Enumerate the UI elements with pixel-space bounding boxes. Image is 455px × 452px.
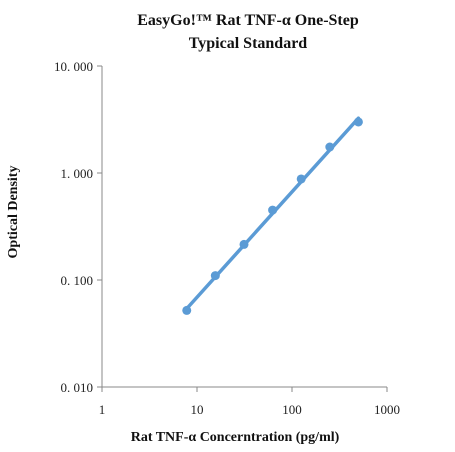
axes: [101, 66, 387, 388]
data-point: [182, 305, 192, 315]
y-tick-label: 0. 010: [61, 380, 94, 395]
x-ticks: 1 10 100 1000: [99, 387, 400, 417]
x-tick-label: 1: [99, 402, 106, 417]
x-tick-label: 10: [191, 402, 204, 417]
data-point: [239, 239, 249, 249]
data-point: [325, 142, 335, 152]
y-axis-label: Optical Density: [6, 166, 21, 259]
x-tick-label: 100: [282, 402, 302, 417]
data-points: [182, 117, 363, 315]
data-point: [296, 174, 306, 184]
y-tick-label: 1. 000: [61, 166, 94, 181]
x-tick-label: 1000: [374, 402, 400, 417]
data-point: [268, 205, 278, 215]
chart-title-line-2: Typical Standard: [189, 35, 308, 52]
y-tick-label: 10. 000: [54, 59, 93, 74]
data-point: [353, 117, 363, 127]
data-point: [210, 271, 220, 281]
chart-title-line-1: EasyGo!™ Rat TNF-α One-Step: [137, 12, 359, 29]
y-ticks: 0. 010 0. 100 1. 000 10. 000: [54, 59, 102, 395]
y-tick-label: 0. 100: [61, 273, 94, 288]
x-axis-label: Rat TNF-α Concerntration (pg/ml): [131, 430, 340, 445]
